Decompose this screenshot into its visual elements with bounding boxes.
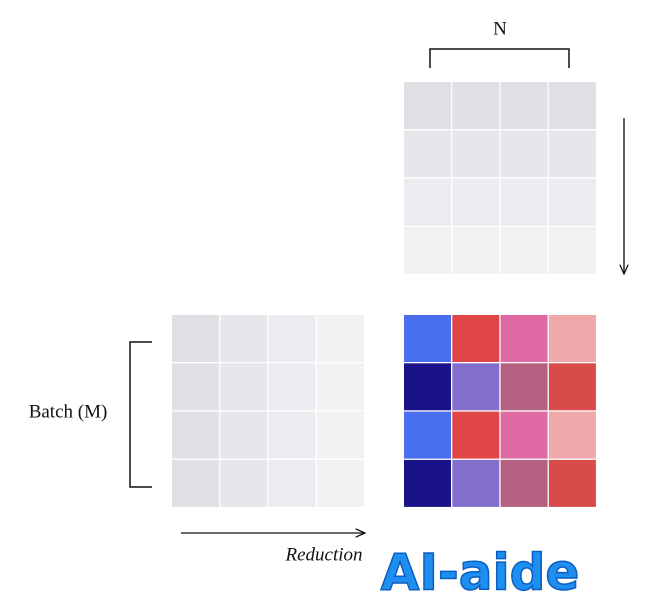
batch-label: Batch (M)	[29, 401, 108, 422]
left-cell	[316, 315, 364, 362]
result-cell	[500, 363, 548, 411]
top-cell	[500, 226, 548, 274]
left-cell	[220, 411, 268, 459]
left-cell	[268, 411, 316, 459]
result-cell	[548, 363, 596, 411]
left-cell	[268, 315, 316, 362]
result-cell	[500, 411, 548, 459]
matrices	[172, 82, 596, 507]
top-cell	[452, 130, 500, 178]
reduction-label: Reduction	[284, 544, 362, 565]
n-label: N	[493, 18, 507, 39]
left-cell	[220, 459, 268, 507]
result-cell	[404, 411, 451, 459]
top-cell	[548, 82, 596, 129]
left-cell	[172, 411, 219, 459]
result-cell	[500, 459, 548, 507]
left-cell	[220, 315, 268, 362]
result-cell	[452, 315, 500, 362]
top-cell	[548, 226, 596, 274]
left-cell	[172, 315, 219, 362]
result-cell	[452, 363, 500, 411]
result-cell	[452, 459, 500, 507]
m-bracket	[129, 341, 152, 488]
top-cell	[548, 130, 596, 178]
left-cell	[172, 363, 219, 411]
top-cell	[500, 130, 548, 178]
left-cell	[220, 363, 268, 411]
top-cell	[404, 178, 451, 226]
top-cell	[404, 226, 451, 274]
top-cell	[404, 130, 451, 178]
top-cell	[404, 82, 451, 129]
left-cell	[316, 411, 364, 459]
watermark: AI-aide	[381, 544, 580, 602]
top-cell	[452, 82, 500, 129]
top-cell	[500, 178, 548, 226]
left-cell	[268, 459, 316, 507]
left-cell	[316, 459, 364, 507]
result-cell	[548, 315, 596, 362]
result-cell	[404, 363, 451, 411]
result-cell	[548, 411, 596, 459]
left-cell	[172, 459, 219, 507]
left-cell	[316, 363, 364, 411]
n-bracket	[429, 48, 570, 68]
top-cell	[500, 82, 548, 129]
result-cell	[404, 459, 451, 507]
top-cell	[452, 178, 500, 226]
result-cell	[548, 459, 596, 507]
top-cell	[548, 178, 596, 226]
result-cell	[452, 411, 500, 459]
left-cell	[268, 363, 316, 411]
top-cell	[452, 226, 500, 274]
result-cell	[500, 315, 548, 362]
result-cell	[404, 315, 451, 362]
